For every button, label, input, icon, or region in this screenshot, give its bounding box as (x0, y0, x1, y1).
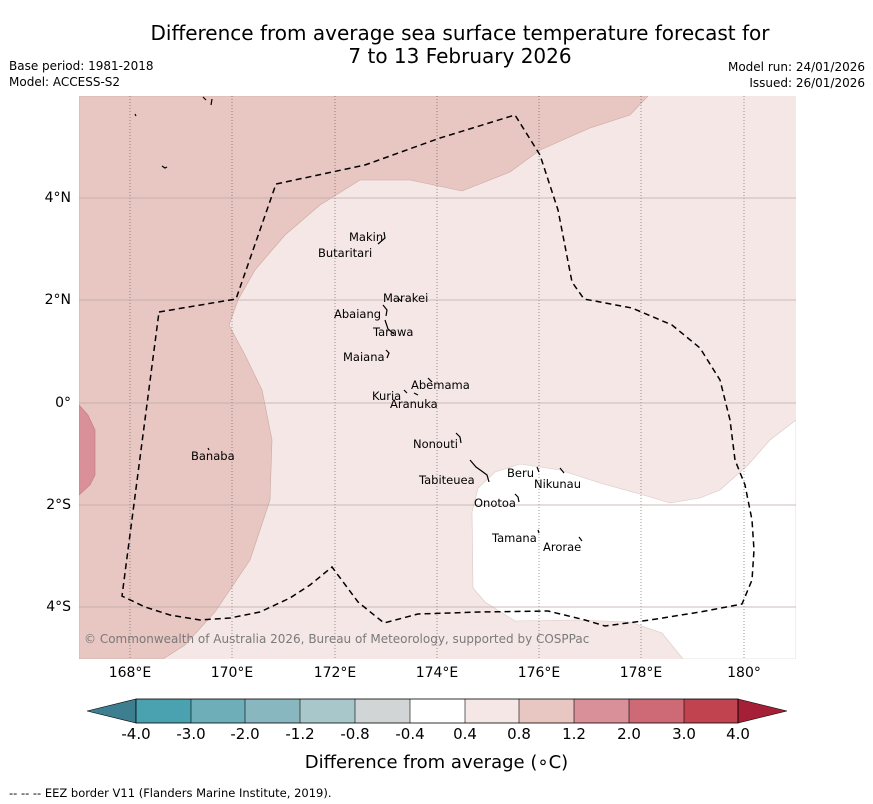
island-label-arorae: Arorae (543, 540, 581, 554)
island-label-makin: Makin (349, 230, 383, 244)
colorbar-segment (191, 699, 245, 723)
colorbar-segment (629, 699, 684, 723)
colorbar-segment (465, 699, 519, 723)
island-label-kuria: Kuria (372, 389, 401, 403)
island-label-tabiteuea: Tabiteuea (418, 473, 475, 487)
colorbar-title: Difference from average (∘C) (304, 752, 569, 773)
lon-tick-172e: 172°E (313, 665, 357, 681)
colorbar-tick: 3.0 (672, 725, 696, 743)
island-label-maiana: Maiana (343, 350, 385, 364)
colorbar-extend-low (86, 698, 137, 724)
colorbar-segment (136, 699, 191, 723)
island-label-tarawa: Tarawa (372, 325, 413, 339)
island-label-tamana: Tamana (491, 531, 537, 545)
colorbar-segment (355, 699, 410, 723)
colorbar-segment (410, 699, 465, 723)
island-coastlines (134, 96, 583, 542)
colorbar-segment (574, 699, 629, 723)
colorbar-tick: 4.0 (726, 725, 750, 743)
map-title-line-2: 7 to 13 February 2026 (348, 44, 572, 68)
lon-tick-170e: 170°E (210, 665, 254, 681)
colorbar-tick: 0.4 (453, 725, 477, 743)
anomaly-band-neutral-east (471, 419, 796, 659)
model-name: Model: ACCESS-S2 (9, 75, 121, 89)
lat-tick-2s: 2°S (46, 497, 71, 513)
lat-tick-4n: 4°N (44, 190, 71, 206)
colorbar-tick: -0.4 (395, 725, 425, 743)
colorbar-tick: -0.8 (340, 725, 370, 743)
lon-tick-178e: 178°E (619, 665, 663, 681)
island-label-nikunau: Nikunau (534, 477, 581, 491)
lon-tick-176e: 176°E (517, 665, 561, 681)
base-period: Base period: 1981-2018 (9, 59, 154, 73)
latitude-gridlines (79, 197, 796, 608)
lat-tick-2n: 2°N (44, 292, 71, 308)
lon-tick-180: 180° (727, 665, 761, 681)
colorbar-tick: -4.0 (121, 725, 151, 743)
colorbar-tick: -2.0 (230, 725, 260, 743)
model-run: Model run: 24/01/2026 (727, 60, 865, 74)
colorbar-tick: 0.8 (507, 725, 531, 743)
colorbar-tick: -3.0 (176, 725, 206, 743)
longitude-gridlines (129, 96, 745, 659)
colorbar-tick: 1.2 (562, 725, 586, 743)
colorbar-segment (245, 699, 300, 723)
anomaly-band-0.8-1.2-west (79, 96, 649, 659)
island-label-onotoa: Onotoa (474, 496, 516, 510)
map-title-line-1: Difference from average sea surface temp… (150, 21, 770, 45)
island-labels: Makin Butaritari Marakei Abaiang Tarawa … (191, 230, 581, 554)
island-label-marakei: Marakei (383, 291, 428, 305)
lat-tick-4s: 4°S (46, 599, 71, 615)
colorbar-tick: 2.0 (617, 725, 641, 743)
anomaly-band-1.2-2.0-west (79, 404, 96, 496)
island-label-abemama: Abemama (411, 378, 470, 392)
lat-tick-0: 0° (55, 395, 71, 411)
island-label-beru: Beru (507, 466, 534, 480)
eez-footnote: -- -- -- EEZ border V11 (Flanders Marine… (9, 786, 332, 800)
island-label-abaiang: Abaiang (334, 307, 381, 321)
lon-tick-174e: 174°E (415, 665, 459, 681)
colorbar-extend-high (737, 698, 788, 724)
copyright-notice: © Commonwealth of Australia 2026, Bureau… (84, 632, 590, 646)
colorbar-segment (519, 699, 574, 723)
island-label-butaritari: Butaritari (318, 246, 372, 260)
island-label-banaba: Banaba (191, 449, 235, 463)
colorbar (86, 698, 788, 724)
island-label-aranuka: Aranuka (390, 397, 438, 411)
eez-border (121, 114, 755, 627)
colorbar-tick: -1.2 (285, 725, 315, 743)
colorbar-segment (684, 699, 738, 723)
colorbar-segment (300, 699, 355, 723)
lon-tick-168e: 168°E (108, 665, 152, 681)
issued-date: Issued: 26/01/2026 (749, 76, 865, 90)
island-label-nonouti: Nonouti (413, 437, 458, 451)
